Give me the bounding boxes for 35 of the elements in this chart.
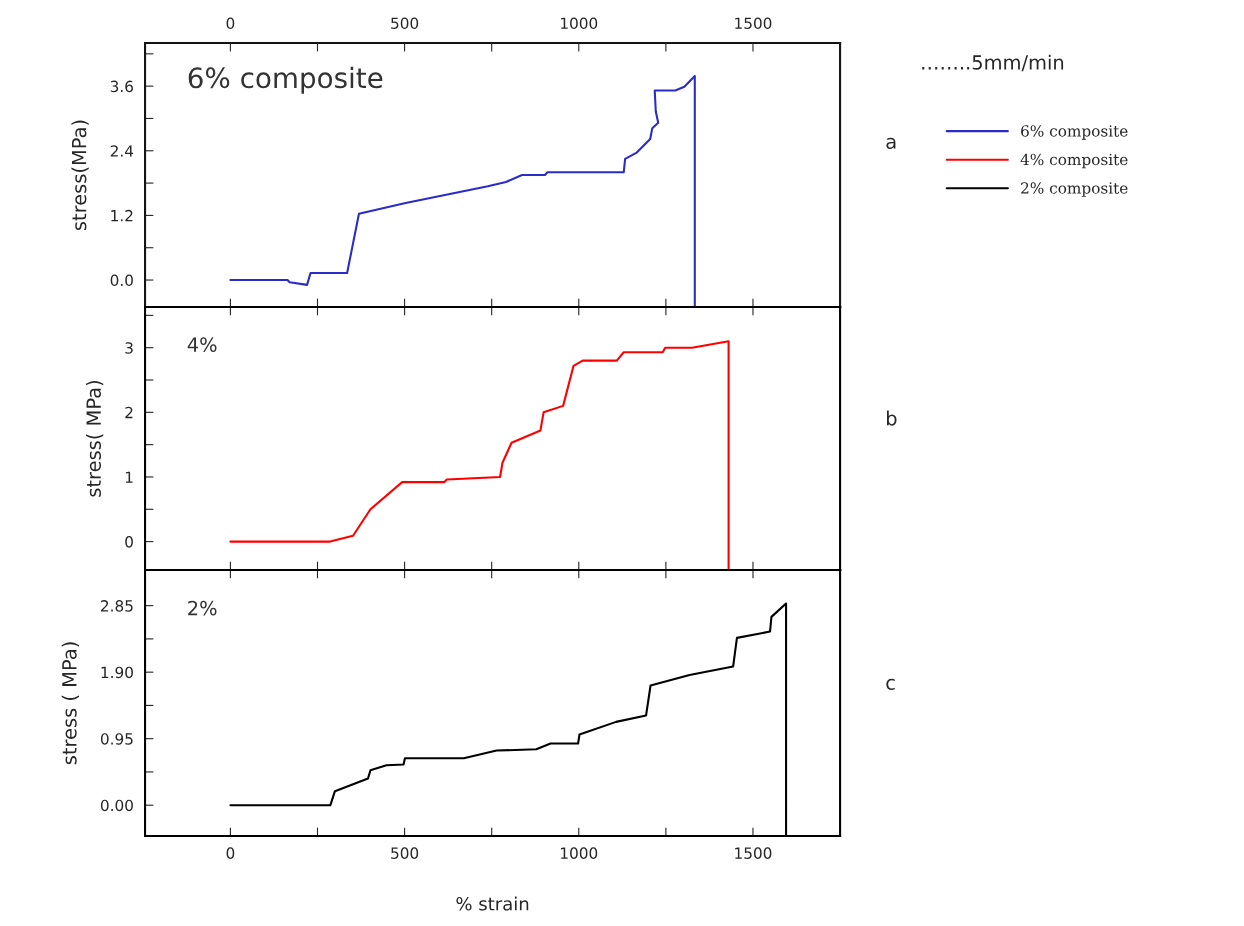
y-tick-label: 0.95 xyxy=(100,733,133,745)
x-tick-label: 0 xyxy=(226,847,235,859)
y-tick-label: 3 xyxy=(125,342,133,354)
text: b xyxy=(887,410,897,426)
annotation: 2% xyxy=(188,600,217,616)
x-axis-title: % strain xyxy=(456,896,529,911)
y-tick-label: 0.00 xyxy=(100,799,133,812)
line-series xyxy=(229,340,730,571)
y-tick-label: 1 xyxy=(125,471,133,483)
x-tick-label: 1500 xyxy=(735,847,772,859)
legend-label: 2% composite xyxy=(1021,182,1128,197)
legend-label: 6% composite xyxy=(1021,125,1128,140)
text: c xyxy=(886,678,895,690)
y-tick-label: 2.85 xyxy=(101,600,133,612)
x2-tick-label: 1000 xyxy=(561,17,598,29)
x-tick-label: 1000 xyxy=(561,847,598,859)
y-tick-label: 2 xyxy=(125,406,133,419)
x2-tick-label: 0 xyxy=(226,17,235,29)
y-tick-label: 1.2 xyxy=(111,209,133,222)
legend-label: 4% composite xyxy=(1020,153,1128,169)
y-tick-label: 0 xyxy=(125,536,133,548)
y-tick-label: 3.6 xyxy=(110,80,133,93)
y-axis-title: stress(MPa) xyxy=(71,120,89,231)
x-tick-label: 500 xyxy=(391,847,419,859)
x2-tick-label: 1500 xyxy=(735,17,772,29)
y-axis-title: stress( MPa) xyxy=(85,380,104,497)
y-axis-title: stress ( MPa) xyxy=(61,642,79,765)
text: a xyxy=(886,137,896,149)
y-tick-label: 1.90 xyxy=(101,666,133,679)
annotation: 4% xyxy=(187,337,217,352)
y-tick-label: 2.4 xyxy=(110,145,134,157)
annotation: 6% composite xyxy=(188,66,383,94)
text: ……..5mm/min xyxy=(922,54,1064,72)
y-tick-label: 0.0 xyxy=(110,274,133,287)
x2-tick-label: 500 xyxy=(391,17,419,29)
